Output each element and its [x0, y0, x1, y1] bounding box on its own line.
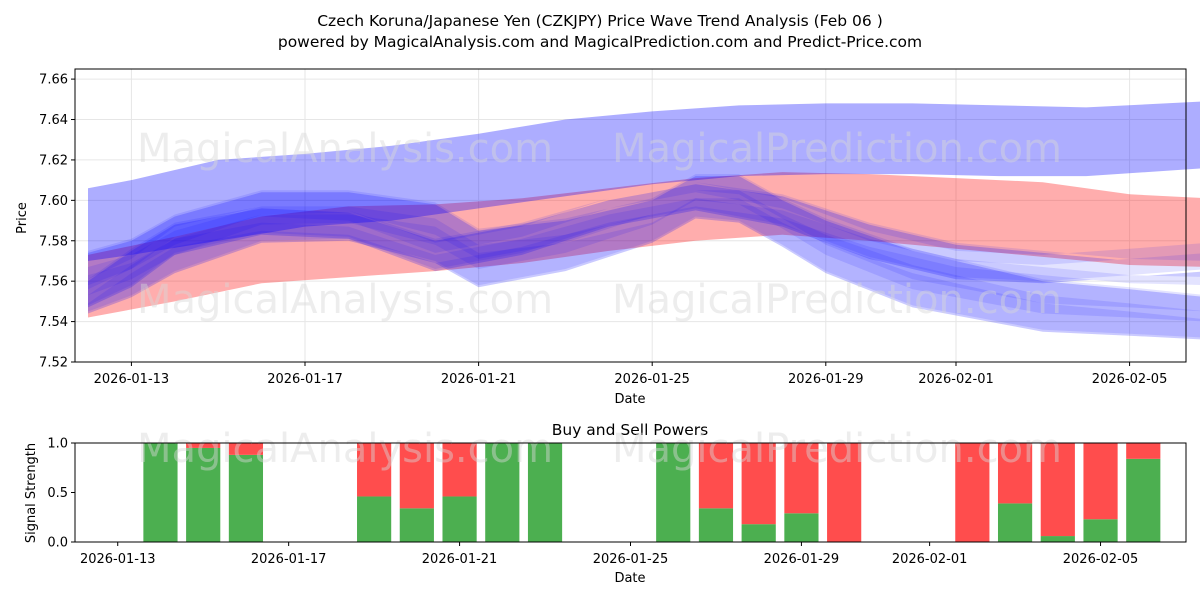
watermark-prediction-top: MagicalPrediction.com — [612, 126, 1062, 172]
bottom-x-tick-label: 2026-01-21 — [422, 552, 498, 567]
bottom-x-tick-label: 2026-02-05 — [1063, 552, 1139, 567]
wave-band-1-layer-0 — [88, 101, 1200, 261]
bottom-x-tick-label: 2026-02-01 — [892, 552, 968, 567]
buy-bar — [698, 508, 734, 542]
bottom-chart-title: Buy and Sell Powers — [552, 421, 709, 439]
buy-bar — [442, 496, 477, 542]
chart-subtitle: powered by MagicalAnalysis.com and Magic… — [278, 33, 922, 51]
watermark-analysis-mid: MagicalAnalysis.com — [137, 277, 553, 323]
buy-bar — [186, 447, 221, 542]
sell-bar — [741, 443, 776, 525]
bottom-x-tick-label: 2026-01-25 — [593, 552, 669, 567]
top-x-tick-label: 2026-01-13 — [94, 372, 170, 387]
buy-bar — [784, 513, 819, 542]
buy-sell-bars — [143, 443, 1161, 542]
top-y-axis-title: Price — [15, 202, 30, 234]
top-x-tick-label: 2026-02-01 — [918, 372, 994, 387]
top-y-tick-label: 7.66 — [39, 73, 68, 88]
wave-band-0-layer-0 — [88, 172, 1200, 318]
top-y-tick-label: 7.52 — [39, 356, 68, 371]
bottom-y-tick-label: 0.5 — [47, 486, 68, 501]
bottom-y-axis-title: Signal Strength — [24, 443, 39, 543]
sell-bar — [784, 443, 819, 514]
top-y-tick-label: 7.64 — [39, 113, 68, 128]
top-x-tick-label: 2026-01-25 — [614, 372, 690, 387]
watermark-prediction-mid: MagicalPrediction.com — [612, 277, 1062, 323]
sell-bar — [357, 443, 392, 497]
bottom-x-tick-label: 2026-01-29 — [764, 552, 840, 567]
sell-bar — [1083, 443, 1118, 520]
bottom-y-tick-label: 1.0 — [47, 437, 68, 452]
sell-bar — [1126, 443, 1161, 459]
chart-title: Czech Koruna/Japanese Yen (CZKJPY) Price… — [317, 12, 883, 30]
top-x-tick-label: 2026-01-29 — [788, 372, 864, 387]
sell-bar — [827, 443, 862, 542]
bottom-x-tick-label: 2026-01-17 — [251, 552, 327, 567]
top-y-tick-label: 7.58 — [39, 234, 68, 249]
top-y-tick-label: 7.62 — [39, 153, 68, 168]
top-y-tick-label: 7.60 — [39, 194, 68, 209]
buy-bar — [357, 496, 392, 542]
sell-bar — [186, 443, 221, 448]
watermark-analysis-bottom: MagicalAnalysis.com — [137, 426, 553, 472]
buy-bar — [1126, 458, 1161, 542]
buy-bar — [741, 524, 776, 542]
sell-bar — [955, 443, 990, 542]
wave-band-2-layer-1 — [88, 176, 1200, 322]
wave-band-2-layer-4 — [88, 198, 1200, 340]
sell-bar — [228, 443, 264, 455]
bottom-x-axis: 2026-01-13 2026-01-17 2026-01-21 2026-01-25… — [80, 542, 1138, 567]
watermark-prediction-bottom: MagicalPrediction.com — [612, 426, 1062, 472]
buy-bar — [143, 443, 178, 542]
bottom-x-axis-title: Date — [614, 571, 645, 586]
sell-bar — [698, 443, 734, 509]
top-x-axis: 2026-01-13 2026-01-17 2026-01-21 2026-01-25… — [94, 362, 1168, 387]
sell-bar — [997, 443, 1033, 504]
wave-band-2-layer-2 — [88, 190, 1200, 340]
bottom-y-tick-label: 0.0 — [47, 536, 68, 551]
bottom-x-tick-label: 2026-01-13 — [80, 552, 156, 567]
top-x-tick-label: 2026-01-17 — [267, 372, 343, 387]
top-y-axis: 7.52 7.54 7.56 7.58 7.60 7.62 7.64 7.66 — [39, 73, 75, 371]
wave-band-3-layer-0 — [88, 184, 1200, 306]
buy-bar — [1040, 536, 1075, 542]
bottom-y-axis: 0.0 0.5 1.0 — [47, 437, 75, 551]
buy-bar — [656, 443, 691, 542]
top-y-tick-label: 7.56 — [39, 275, 68, 290]
top-x-axis-title: Date — [614, 392, 645, 407]
top-x-tick-label: 2026-01-21 — [441, 372, 517, 387]
price-wave-bands — [88, 101, 1200, 340]
buy-bar — [485, 443, 520, 542]
buy-bar — [997, 503, 1033, 542]
sell-bar — [399, 443, 434, 509]
top-gridlines — [75, 69, 1186, 363]
top-plot-frame — [74, 68, 1187, 363]
wave-band-2-layer-3 — [88, 174, 1200, 312]
top-x-tick-label: 2026-02-05 — [1092, 372, 1168, 387]
watermark-analysis-top: MagicalAnalysis.com — [137, 126, 553, 172]
sell-bar — [1040, 443, 1075, 537]
buy-bar — [527, 443, 563, 542]
buy-bar — [399, 508, 434, 542]
wave-band-2-layer-0 — [88, 176, 1200, 338]
sell-bar — [442, 443, 477, 497]
top-y-tick-label: 7.54 — [39, 315, 68, 330]
buy-bar — [228, 454, 264, 542]
buy-bar — [1083, 519, 1118, 542]
